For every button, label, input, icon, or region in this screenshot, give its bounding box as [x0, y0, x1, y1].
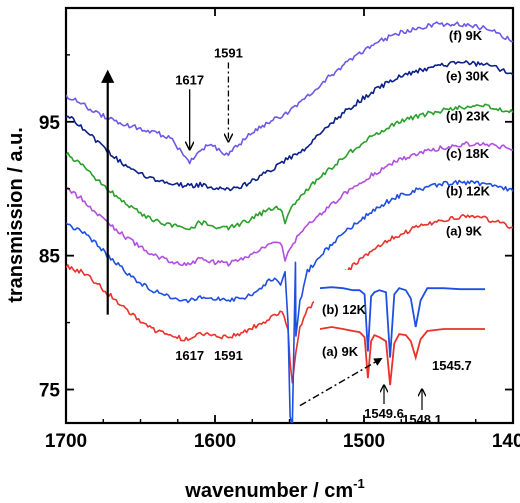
- series-line-3: [66, 103, 514, 231]
- x-axis-title-superscript: -1: [353, 476, 365, 491]
- inset-series-line-0: [319, 286, 485, 358]
- peak-label-top: 1591: [214, 46, 243, 61]
- x-tick-label: 1600: [194, 431, 236, 452]
- series-label: (a) 9K: [446, 224, 483, 239]
- inset-label: 1545.7: [432, 358, 472, 373]
- tick-layer: 1700 1600 1500 1400 75 85 95: [39, 8, 520, 452]
- x-tick-label: 1700: [45, 431, 87, 452]
- x-tick-label: 1400: [492, 431, 520, 452]
- inset-label: 1549.6: [364, 406, 404, 421]
- inset-arrow: [299, 357, 383, 407]
- inset-label: (b) 12K: [322, 302, 367, 317]
- y-tick-label: 95: [39, 113, 61, 134]
- series-label: (c) 18K: [446, 146, 490, 161]
- series-label: (b) 12K: [446, 183, 491, 198]
- series-label: (e) 30K: [446, 68, 490, 83]
- series-label: (d) 23K: [446, 108, 491, 123]
- y-tick-label: 85: [39, 247, 61, 268]
- x-axis-title: wavenumber / cm-1: [184, 476, 364, 502]
- series-line-0: [66, 213, 514, 384]
- series-label: (f) 9K: [449, 28, 483, 43]
- series-line-4: [66, 60, 514, 192]
- peak-label-top: 1617: [175, 72, 204, 87]
- series-line-1: [66, 179, 514, 423]
- inset-background: [314, 270, 491, 412]
- x-tick-label: 1500: [343, 431, 385, 452]
- y-tick-label: 75: [39, 381, 61, 402]
- peak-label-bottom: 1591: [214, 348, 243, 363]
- inset-label: 1548.1: [402, 412, 442, 427]
- series-line-2: [66, 141, 514, 267]
- inset-series-line-1: [319, 326, 485, 386]
- series-layer: [66, 21, 514, 423]
- series-line-5: [66, 21, 514, 165]
- peak-label-bottom: 1617: [175, 348, 204, 363]
- y-axis-title: transmission / a.u.: [5, 127, 27, 303]
- annotation-layer: (a) 9K (b) 12K (c) 18K (d) 23K (e) 30K (f) 9K…: [101, 28, 491, 407]
- inset-label: (a) 9K: [322, 344, 359, 359]
- x-axis-title-text: wavenumber / cm: [184, 480, 353, 502]
